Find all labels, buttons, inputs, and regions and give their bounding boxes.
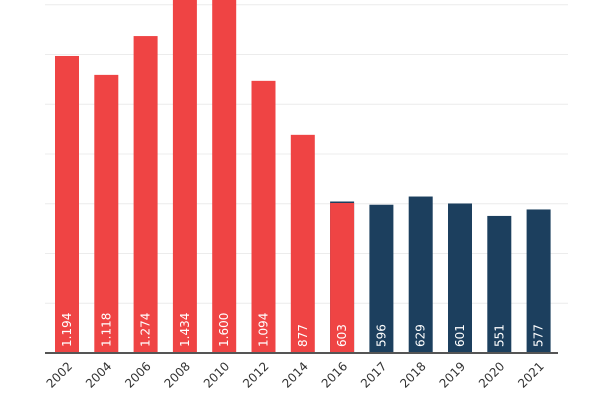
bar-2008 [172, 0, 197, 353]
bar-2012 [251, 80, 276, 354]
bar-2019 [448, 203, 472, 353]
bar-2002 [55, 55, 79, 354]
x-tick-2020: 2020 [476, 359, 507, 390]
bar-2017 [369, 204, 394, 353]
bar-2010 [212, 0, 237, 353]
data-label-2020: 551 [492, 324, 506, 347]
data-label-2002: 1.194 [60, 313, 74, 347]
x-tick-2008: 2008 [162, 359, 193, 390]
x-tick-2017: 2017 [358, 359, 389, 390]
bar-2006 [133, 36, 158, 354]
bar-2020 [487, 215, 512, 353]
data-label-2010: 1.600 [217, 313, 231, 347]
bar-2014 [290, 134, 315, 353]
x-tick-2002: 2002 [44, 359, 75, 390]
x-tick-2006: 2006 [122, 359, 153, 390]
x-tick-2019: 2019 [437, 359, 468, 390]
x-tick-2018: 2018 [397, 359, 428, 390]
data-label-2019: 601 [453, 324, 467, 347]
x-tick-2021: 2021 [515, 359, 546, 390]
data-label-2006: 1.274 [139, 313, 153, 347]
bar-2016 [330, 202, 355, 353]
data-label-2018: 629 [414, 324, 428, 347]
data-label-2008: 1.434 [178, 313, 192, 347]
data-label-2021: 577 [532, 324, 546, 347]
bar-2004 [94, 74, 119, 353]
data-label-2014: 877 [296, 324, 310, 347]
data-label-2012: 1.094 [257, 313, 271, 347]
x-tick-2004: 2004 [83, 359, 114, 390]
data-label-2017: 596 [374, 324, 388, 347]
x-tick-2012: 2012 [240, 359, 271, 390]
data-label-2004: 1.118 [99, 313, 113, 347]
data-label-2016: 603 [335, 324, 349, 347]
x-tick-2016: 2016 [319, 359, 350, 390]
bar-2021 [526, 209, 551, 353]
x-tick-2014: 2014 [279, 359, 310, 390]
x-tick-2010: 2010 [201, 359, 232, 390]
bar-2018 [408, 196, 433, 353]
